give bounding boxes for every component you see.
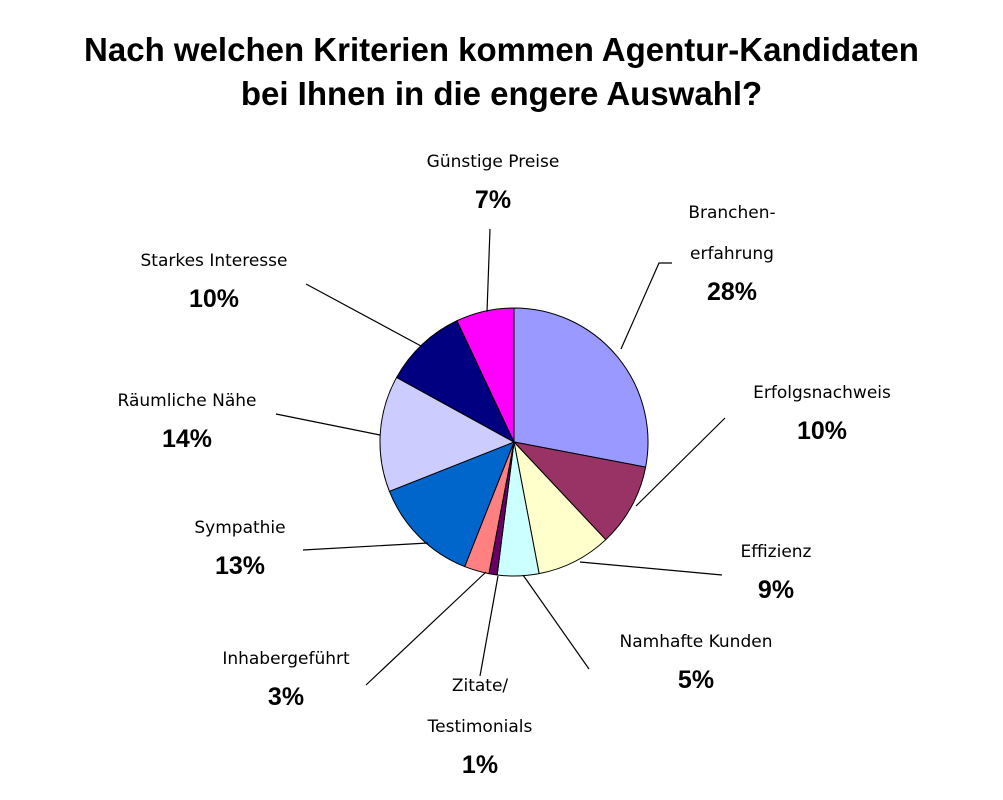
leader-line-4: [522, 574, 590, 670]
slice-percent-4: 5%: [678, 666, 714, 694]
slice-percent-1: 28%: [707, 278, 757, 306]
leader-line-10: [486, 228, 491, 313]
slice-percent-9: 10%: [189, 285, 239, 313]
leader-line-8: [275, 413, 381, 436]
leader-line-1: [620, 262, 672, 350]
slice-labels: Branchen-erfahrung 28% Erfolgsnachweis 10% E…: [118, 152, 892, 779]
pie-slice-8: [379, 376, 516, 492]
chart-title-line-2: bei Ihnen in die engere Auswahl?: [240, 75, 763, 112]
pie-slice-7: [388, 441, 515, 568]
pie-slice-2: [512, 441, 647, 541]
slice-percent-10: 7%: [475, 186, 511, 214]
pie-slices: [379, 307, 649, 577]
slice-label-3: Effizienz: [741, 542, 812, 562]
slice-percent-6: 3%: [268, 683, 304, 711]
leader-lines: [275, 228, 726, 686]
slice-label-1-line-1: Branchen-: [688, 203, 775, 223]
leader-line-9: [305, 283, 422, 347]
pie-slice-1: [513, 307, 649, 468]
slice-label-7: Sympathie: [194, 518, 285, 538]
slice-label-10: Günstige Preise: [427, 152, 560, 172]
slice-percent-8: 14%: [162, 425, 212, 453]
slice-label-9: Starkes Interesse: [141, 251, 288, 271]
slice-label-4: Namhafte Kunden: [620, 632, 773, 652]
slice-label-5-line-2: Testimonials: [427, 717, 533, 737]
slice-label-6: Inhabergeführt: [222, 649, 350, 669]
slice-label-8: Räumliche Nähe: [118, 391, 257, 411]
slice-percent-7: 13%: [215, 552, 265, 580]
pie-slice-10: [456, 307, 515, 443]
leader-line-3: [579, 561, 723, 576]
chart-title: Nach welchen Kriterien kommen Agentur-Ka…: [0, 28, 1003, 116]
leader-line-6: [365, 571, 487, 686]
slice-percent-5: 1%: [462, 751, 498, 779]
leader-line-5: [479, 575, 499, 677]
pie-slice-9: [395, 320, 516, 444]
slice-label-5-line-1: Zitate/: [452, 676, 509, 696]
chart-title-line-1: Nach welchen Kriterien kommen Agentur-Ka…: [84, 31, 919, 68]
leader-line-7: [302, 542, 429, 551]
slice-label-2: Erfolgsnachweis: [753, 383, 891, 403]
slice-label-1-line-2: erfahrung: [690, 244, 774, 264]
leader-line-2: [635, 417, 726, 507]
slice-percent-3: 9%: [758, 576, 794, 604]
slice-percent-2: 10%: [797, 417, 847, 445]
